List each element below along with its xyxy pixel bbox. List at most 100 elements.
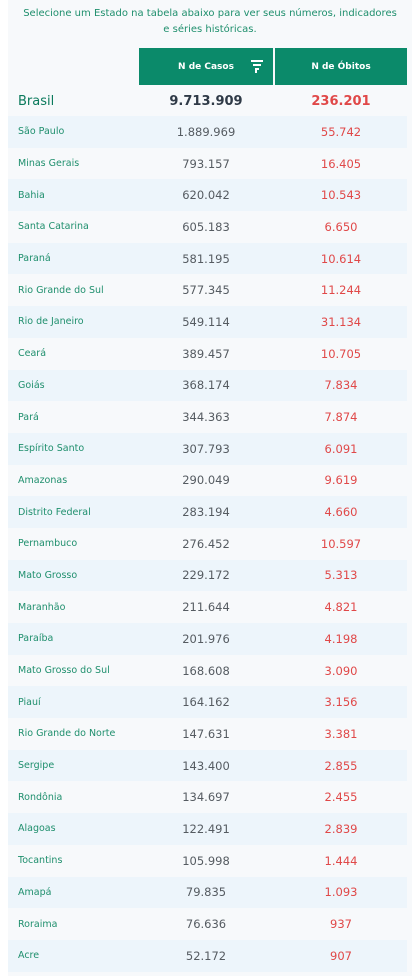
state-cases: 290.049 — [182, 473, 230, 488]
state-cases: 143.400 — [182, 758, 230, 773]
table-row[interactable]: Rondônia 134.697 2.455 — [8, 781, 407, 813]
table-row[interactable]: Roraima 76.636 937 — [8, 908, 407, 940]
intro-text: Selecione um Estado na tabela abaixo par… — [8, 6, 412, 38]
state-cases: 52.172 — [185, 948, 227, 963]
state-deaths: 4.660 — [324, 505, 358, 520]
state-deaths: 1.444 — [324, 853, 358, 868]
table-row[interactable]: Acre 52.172 907 — [8, 939, 407, 972]
state-cases: 201.976 — [182, 631, 230, 646]
state-name: Rio de Janeiro — [18, 316, 84, 328]
state-name: Paraná — [18, 253, 51, 265]
table-row[interactable]: Piauí 164.162 3.156 — [8, 686, 407, 719]
table-row[interactable]: Goiás 368.174 7.834 — [8, 369, 407, 402]
intro-line-1: Selecione um Estado na tabela abaixo par… — [23, 8, 397, 19]
state-name: Minas Gerais — [18, 158, 80, 170]
state-deaths: 907 — [330, 948, 352, 963]
state-deaths: 2.455 — [324, 790, 358, 805]
state-name: Mato Grosso — [18, 569, 78, 581]
filter-sort-icon[interactable] — [251, 59, 263, 73]
state-name: Ceará — [18, 348, 47, 360]
state-deaths: 1.093 — [324, 885, 358, 900]
table-row[interactable]: Santa Catarina 605.183 6.650 — [8, 211, 407, 243]
state-deaths: 9.619 — [324, 473, 358, 488]
table-row[interactable]: Espírito Santo 307.793 6.091 — [8, 432, 407, 465]
state-deaths: 16.405 — [320, 156, 362, 171]
state-name: Maranhão — [18, 601, 66, 613]
table-row[interactable]: Rio Grande do Norte 147.631 3.381 — [8, 718, 407, 750]
table-row[interactable]: Minas Gerais 793.157 16.405 — [8, 148, 407, 180]
state-deaths: 31.134 — [320, 314, 362, 329]
state-deaths: 10.705 — [320, 346, 362, 361]
table-row[interactable]: Distrito Federal 283.194 4.660 — [8, 496, 407, 528]
table-row[interactable]: Rio de Janeiro 549.114 31.134 — [8, 306, 407, 338]
table-row[interactable]: Maranhão 211.644 4.821 — [8, 591, 407, 623]
table-row[interactable]: Ceará 389.457 10.705 — [8, 338, 407, 370]
table-row[interactable]: Paraíba 201.976 4.198 — [8, 623, 407, 655]
state-deaths: 5.313 — [324, 568, 358, 583]
table-row[interactable]: Amazonas 290.049 9.619 — [8, 465, 407, 497]
column-header-cases[interactable]: N de Casos — [139, 48, 273, 85]
state-cases: 1.889.969 — [176, 124, 236, 139]
state-name: Goiás — [18, 379, 45, 391]
state-cases: 793.157 — [182, 156, 230, 171]
table-row[interactable]: Mato Grosso do Sul 168.608 3.090 — [8, 655, 407, 687]
state-deaths: 7.874 — [324, 410, 358, 425]
table-row[interactable]: Amapá 79.835 1.093 — [8, 876, 407, 909]
state-deaths: 55.742 — [320, 124, 362, 139]
state-cases: 211.644 — [182, 600, 230, 615]
state-deaths: 6.091 — [324, 441, 358, 456]
state-cases: 134.697 — [182, 790, 230, 805]
state-deaths: 6.650 — [324, 219, 358, 234]
state-name: Amapá — [18, 886, 52, 898]
table-row[interactable]: Mato Grosso 229.172 5.313 — [8, 559, 407, 592]
state-cases: 168.608 — [182, 663, 230, 678]
column-header-deaths[interactable]: N de Óbitos — [275, 48, 407, 85]
state-name: Rio Grande do Sul — [18, 284, 104, 296]
state-cases: 581.195 — [182, 251, 230, 266]
state-name: Espírito Santo — [18, 443, 85, 455]
state-deaths: 3.090 — [324, 663, 358, 678]
state-cases: 307.793 — [182, 441, 230, 456]
state-name: Amazonas — [18, 474, 68, 486]
state-deaths: 10.543 — [320, 188, 362, 203]
total-deaths: 236.201 — [311, 93, 371, 109]
state-name: Sergipe — [18, 760, 55, 772]
state-cases: 605.183 — [182, 219, 230, 234]
state-cases: 368.174 — [182, 378, 230, 393]
state-name: Roraima — [18, 918, 58, 930]
total-row-brasil[interactable]: Brasil 9.713.909 236.201 — [8, 86, 412, 116]
state-deaths: 4.821 — [324, 600, 358, 615]
state-name: São Paulo — [18, 126, 65, 138]
state-cases: 76.636 — [185, 917, 227, 932]
state-deaths: 4.198 — [324, 631, 358, 646]
state-name: Pará — [18, 411, 39, 423]
state-name: Acre — [18, 950, 40, 962]
table-row[interactable]: São Paulo 1.889.969 55.742 — [8, 116, 407, 148]
state-name: Alagoas — [18, 823, 56, 835]
state-cases: 229.172 — [182, 568, 230, 583]
table-row[interactable]: Paraná 581.195 10.614 — [8, 242, 407, 275]
table-row[interactable]: Tocantins 105.998 1.444 — [8, 845, 407, 877]
total-name: Brasil — [18, 93, 55, 109]
state-cases: 122.491 — [182, 821, 230, 836]
intro-line-2: e séries históricas. — [163, 24, 257, 35]
state-deaths: 10.597 — [320, 536, 362, 551]
state-cases: 164.162 — [182, 695, 230, 710]
state-name: Piauí — [18, 696, 41, 708]
table-row[interactable]: Pernambuco 276.452 10.597 — [8, 528, 407, 560]
table-row[interactable]: Sergipe 143.400 2.855 — [8, 749, 407, 782]
column-header-deaths-label: N de Óbitos — [311, 61, 371, 72]
state-cases: 344.363 — [182, 410, 230, 425]
state-cases: 79.835 — [185, 885, 227, 900]
state-name: Paraíba — [18, 633, 54, 645]
table-row[interactable]: Rio Grande do Sul 577.345 11.244 — [8, 274, 407, 306]
column-header-cases-label: N de Casos — [178, 61, 234, 72]
state-deaths: 11.244 — [320, 283, 362, 298]
state-cases: 389.457 — [182, 346, 230, 361]
table-row[interactable]: Bahia 620.042 10.543 — [8, 179, 407, 212]
state-cases: 549.114 — [182, 314, 230, 329]
state-name: Rondônia — [18, 791, 63, 803]
table-row[interactable]: Alagoas 122.491 2.839 — [8, 813, 407, 845]
table-row[interactable]: Pará 344.363 7.874 — [8, 401, 407, 433]
state-deaths: 7.834 — [324, 378, 358, 393]
